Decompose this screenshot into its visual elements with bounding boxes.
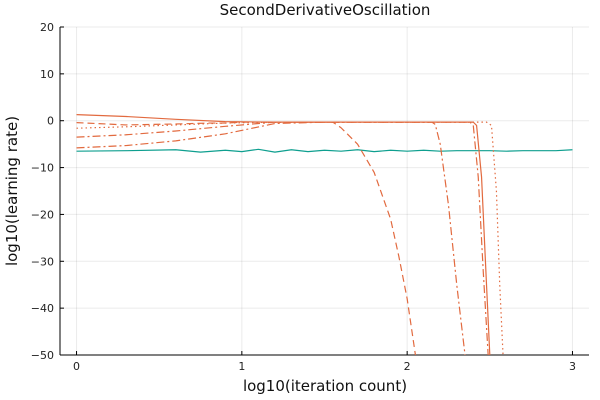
x-tick-label-1: 1 xyxy=(238,360,245,373)
y-tick-label-3: −20 xyxy=(31,208,54,221)
series-layer xyxy=(76,114,573,355)
series-line-3 xyxy=(76,121,417,355)
axes-layer xyxy=(59,27,589,356)
x-axis-label: log10(iteration count) xyxy=(243,377,407,395)
y-axis-label: log10(learning rate) xyxy=(3,116,21,266)
x-tick-label-0: 0 xyxy=(73,360,80,373)
y-tick-label-1: −40 xyxy=(31,302,54,315)
y-tick-label-6: 10 xyxy=(40,68,54,81)
series-line-5 xyxy=(76,121,489,355)
x-tick-label-2: 2 xyxy=(404,360,411,373)
y-tick-label-2: −30 xyxy=(31,255,54,268)
ticks-layer: 0 1 2 3 −50 −40 −30 −20 −10 0 10 20 xyxy=(31,21,576,373)
x-tick-label-3: 3 xyxy=(569,360,576,373)
grid-layer xyxy=(60,26,589,356)
y-tick-label-4: −10 xyxy=(31,162,54,175)
chart-title: SecondDerivativeOscillation xyxy=(220,1,431,19)
y-tick-label-0: −50 xyxy=(31,349,54,362)
series-line-0 xyxy=(76,148,573,153)
y-tick-label-5: 0 xyxy=(47,115,54,128)
series-line-2 xyxy=(76,121,504,355)
y-tick-label-7: 20 xyxy=(40,21,54,34)
